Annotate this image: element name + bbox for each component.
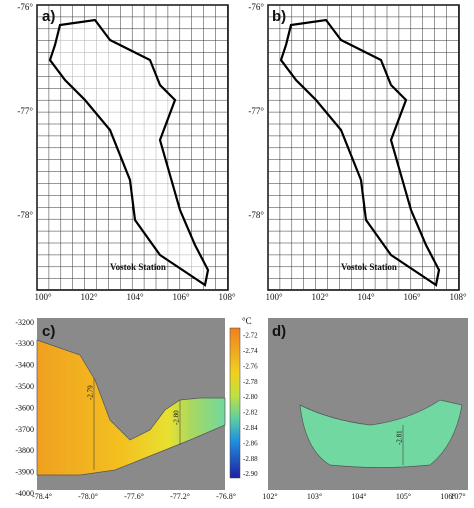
y-tick-label: -3800 — [15, 446, 34, 455]
x-tick-label: -77.6° — [124, 492, 144, 501]
panel-label: a) — [42, 8, 55, 25]
lon-label: 106° — [403, 292, 421, 302]
colorbar-label: -2.90 — [243, 470, 258, 478]
lat-label: -77° — [248, 106, 264, 116]
colorbar — [229, 327, 241, 479]
y-tick-label: -3900 — [15, 468, 34, 477]
x-tick-label: -77.2° — [170, 492, 190, 501]
lon-label: 100° — [265, 292, 283, 302]
colorbar-label: -2.72 — [243, 332, 258, 340]
y-tick-label: -3300 — [15, 339, 34, 348]
x-tick-label: -78.0° — [78, 492, 98, 501]
lon-label: 108° — [218, 292, 236, 302]
colorbar-label: -2.78 — [243, 378, 258, 386]
lat-label: -76° — [248, 2, 264, 12]
panel-label: c) — [42, 323, 55, 340]
contour-label: -2.80 — [173, 410, 181, 425]
colorbar-label: -2.84 — [243, 424, 258, 432]
station-label: Vostok Station — [110, 262, 166, 272]
lake-outline — [279, 18, 441, 287]
y-tick-label: -3500 — [15, 382, 34, 391]
x-tick-label: 107° — [450, 492, 465, 501]
y-tick-label: -3700 — [15, 425, 34, 434]
x-tick-label: 103° — [307, 492, 322, 501]
colorbar-label: -2.76 — [243, 362, 258, 370]
panel-label: d) — [272, 323, 286, 340]
y-tick-label: -3600 — [15, 403, 34, 412]
panel-label: b) — [272, 8, 286, 25]
colorbar-label: -2.74 — [243, 347, 258, 355]
x-tick-label: 104° — [351, 492, 366, 501]
contour-label: -2.81 — [396, 430, 404, 445]
colorbar-label: -2.80 — [243, 393, 258, 401]
lon-label: 100° — [34, 292, 52, 302]
station-label: Vostok Station — [341, 262, 397, 272]
x-tick-label: 106° — [440, 492, 455, 501]
contour-label: -2.79 — [87, 385, 95, 400]
x-tick-label: 105° — [396, 492, 411, 501]
lon-label: 108° — [449, 292, 467, 302]
x-tick-label: 102° — [262, 492, 277, 501]
y-tick-label: -3200 — [15, 318, 34, 327]
temperature-section — [299, 399, 463, 468]
lat-label: -77° — [17, 106, 33, 116]
lat-label: -78° — [17, 210, 33, 220]
colorbar-unit: °C — [242, 316, 252, 326]
lon-label: 104° — [126, 292, 144, 302]
lon-label: 102° — [80, 292, 98, 302]
temperature-section — [36, 339, 226, 476]
colorbar-label: -2.88 — [243, 455, 258, 463]
lon-label: 104° — [357, 292, 375, 302]
map-frame — [267, 4, 460, 291]
lon-label: 106° — [172, 292, 190, 302]
x-tick-label: -76.8° — [216, 492, 236, 501]
colorbar-label: -2.86 — [243, 439, 258, 447]
lake-outline — [48, 18, 210, 287]
lon-label: 102° — [311, 292, 329, 302]
x-tick-label: -78.4° — [32, 492, 52, 501]
colorbar-label: -2.82 — [243, 409, 258, 417]
lat-label: -76° — [17, 2, 33, 12]
lat-label: -78° — [248, 210, 264, 220]
y-tick-label: -4000 — [15, 489, 34, 498]
y-tick-label: -3400 — [15, 361, 34, 370]
